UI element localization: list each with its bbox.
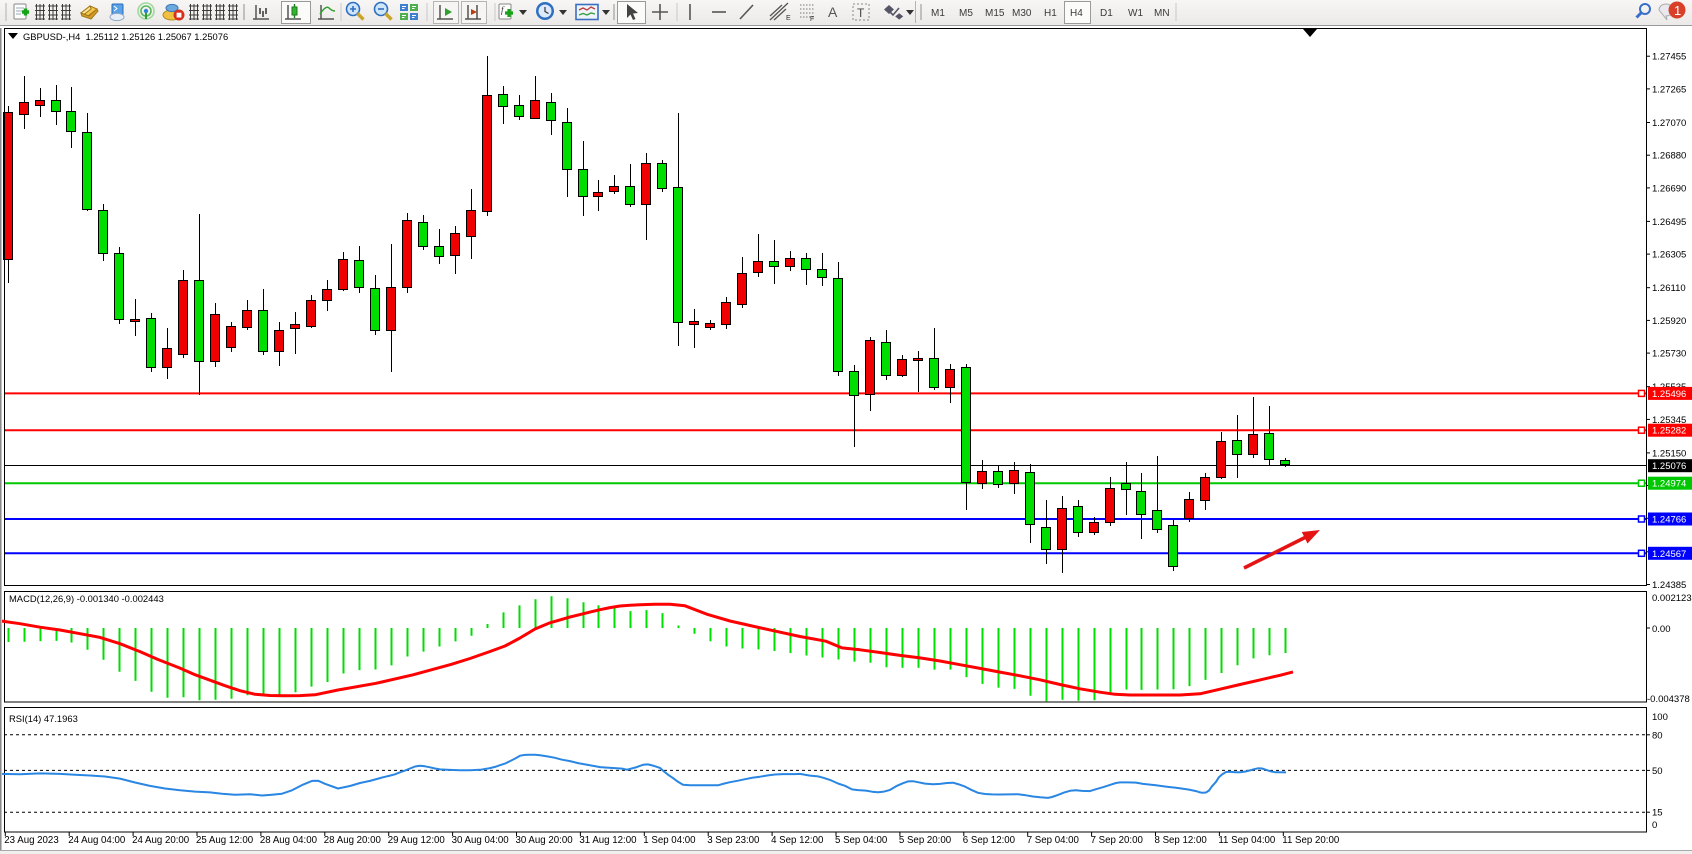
svg-text:1.25730: 1.25730 (1652, 349, 1686, 360)
svg-text:M1: M1 (931, 8, 945, 19)
svg-text:GBPUSD-,H4 1.25112 1.25126 1.: GBPUSD-,H4 1.25112 1.25126 1.25067 1.250… (23, 31, 228, 42)
svg-text:5 Sep 20:00: 5 Sep 20:00 (899, 835, 952, 846)
svg-text:F: F (810, 16, 814, 23)
svg-text:1.26880: 1.26880 (1652, 151, 1686, 162)
svg-text:W1: W1 (1128, 8, 1143, 19)
svg-text:A: A (828, 4, 838, 20)
svg-text:30 Aug 04:00: 30 Aug 04:00 (452, 835, 510, 846)
svg-text:T: T (857, 6, 865, 20)
svg-text:f: f (501, 5, 505, 15)
svg-text:7 Sep 20:00: 7 Sep 20:00 (1091, 835, 1144, 846)
svg-text:5 Sep 04:00: 5 Sep 04:00 (835, 835, 888, 846)
svg-text:1.26690: 1.26690 (1652, 183, 1686, 194)
svg-text:H1: H1 (1044, 8, 1057, 19)
svg-text:15: 15 (1652, 808, 1663, 819)
svg-text:1.25076: 1.25076 (1652, 461, 1686, 472)
svg-text:1.24766: 1.24766 (1652, 515, 1686, 526)
svg-text:0: 0 (1652, 820, 1657, 831)
svg-text:1.26305: 1.26305 (1652, 250, 1686, 261)
svg-text:6 Sep 12:00: 6 Sep 12:00 (963, 835, 1016, 846)
svg-text:11 Sep 04:00: 11 Sep 04:00 (1218, 835, 1276, 846)
svg-text:1 Sep 04:00: 1 Sep 04:00 (643, 835, 696, 846)
svg-text:H4: H4 (1070, 8, 1083, 19)
svg-text:1.27070: 1.27070 (1652, 118, 1686, 129)
svg-text:1.25150: 1.25150 (1652, 448, 1686, 459)
svg-text:25 Aug 12:00: 25 Aug 12:00 (196, 835, 254, 846)
svg-text:24 Aug 20:00: 24 Aug 20:00 (132, 835, 190, 846)
svg-text:M30: M30 (1012, 8, 1032, 19)
svg-text:28 Aug 20:00: 28 Aug 20:00 (324, 835, 382, 846)
svg-text:100: 100 (1652, 712, 1668, 723)
svg-text:-0.004378: -0.004378 (1647, 694, 1690, 705)
svg-text:1: 1 (1674, 3, 1681, 18)
svg-text:1.25920: 1.25920 (1652, 316, 1686, 327)
svg-text:7 Sep 04:00: 7 Sep 04:00 (1027, 835, 1080, 846)
svg-text:RSI(14) 47.1963: RSI(14) 47.1963 (9, 713, 78, 724)
svg-text:29 Aug 12:00: 29 Aug 12:00 (388, 835, 446, 846)
svg-text:1.25282: 1.25282 (1652, 426, 1686, 437)
svg-text:1.25345: 1.25345 (1652, 415, 1686, 426)
svg-text:1.27265: 1.27265 (1652, 84, 1686, 95)
svg-text:1.26495: 1.26495 (1652, 217, 1686, 228)
svg-text:MACD(12,26,9) -0.001340 -0.002: MACD(12,26,9) -0.001340 -0.002443 (9, 593, 164, 604)
svg-text:11 Sep 20:00: 11 Sep 20:00 (1282, 835, 1340, 846)
svg-text:1.26110: 1.26110 (1652, 283, 1686, 294)
svg-text:8 Sep 12:00: 8 Sep 12:00 (1155, 835, 1208, 846)
svg-text:0.00: 0.00 (1652, 624, 1671, 635)
svg-text:50: 50 (1652, 766, 1663, 777)
svg-text:1.24567: 1.24567 (1652, 549, 1686, 560)
svg-text:3 Sep 23:00: 3 Sep 23:00 (707, 835, 760, 846)
svg-text:E: E (786, 15, 791, 22)
svg-text:1.24385: 1.24385 (1652, 580, 1686, 591)
svg-text:28 Aug 04:00: 28 Aug 04:00 (260, 835, 318, 846)
svg-text:4 Sep 12:00: 4 Sep 12:00 (771, 835, 824, 846)
svg-text:23 Aug 2023: 23 Aug 2023 (4, 835, 58, 846)
svg-text:1.24974: 1.24974 (1652, 479, 1686, 490)
svg-text:M15: M15 (985, 8, 1005, 19)
svg-text:24 Aug 04:00: 24 Aug 04:00 (68, 835, 126, 846)
svg-text:30 Aug 20:00: 30 Aug 20:00 (516, 835, 574, 846)
svg-text:1.27455: 1.27455 (1652, 52, 1686, 63)
svg-text:M5: M5 (959, 8, 973, 19)
svg-text:MN: MN (1154, 8, 1170, 19)
svg-text:0.002123: 0.002123 (1652, 593, 1692, 604)
svg-text:1.25496: 1.25496 (1652, 389, 1686, 400)
svg-text:80: 80 (1652, 730, 1663, 741)
svg-text:31 Aug 12:00: 31 Aug 12:00 (579, 835, 637, 846)
svg-text:D1: D1 (1100, 8, 1113, 19)
